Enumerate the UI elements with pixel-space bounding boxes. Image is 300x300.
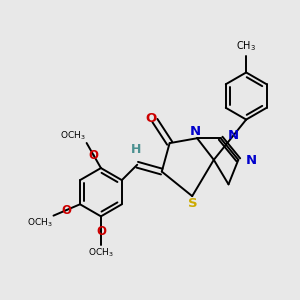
Text: O: O	[146, 112, 157, 125]
Text: H: H	[130, 143, 141, 156]
Text: O: O	[88, 149, 99, 162]
Text: S: S	[188, 197, 198, 210]
Text: OCH$_3$: OCH$_3$	[27, 216, 52, 229]
Text: O: O	[96, 225, 106, 238]
Text: CH$_3$: CH$_3$	[236, 40, 256, 53]
Text: N: N	[246, 154, 257, 167]
Text: N: N	[228, 129, 239, 142]
Text: O: O	[61, 204, 71, 217]
Text: OCH$_3$: OCH$_3$	[60, 130, 86, 142]
Text: OCH$_3$: OCH$_3$	[88, 246, 114, 259]
Text: N: N	[190, 125, 201, 138]
